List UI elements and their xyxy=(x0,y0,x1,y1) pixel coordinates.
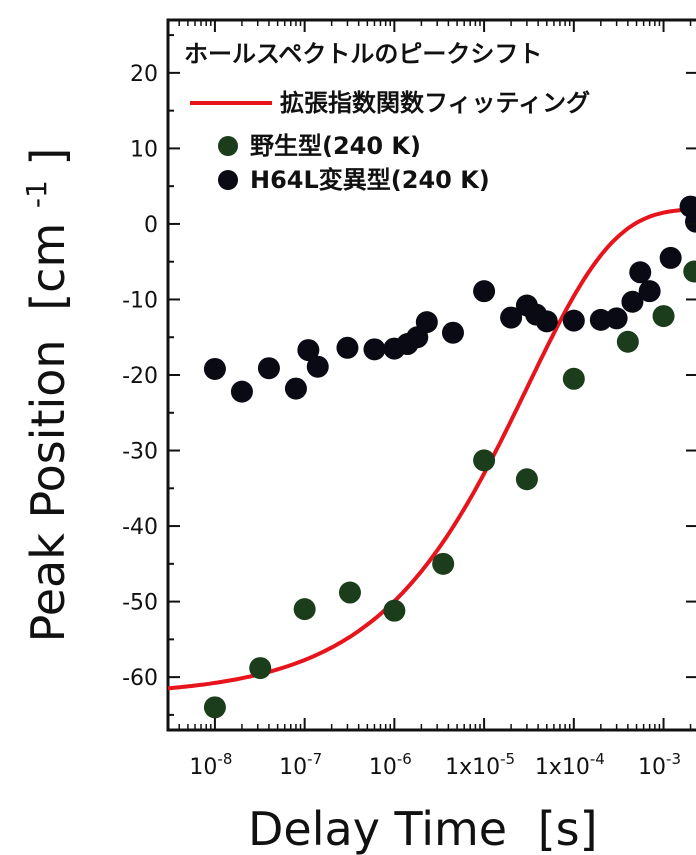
y-tick-label: 10 xyxy=(130,137,158,162)
plot-frame xyxy=(166,18,696,732)
mutant-point xyxy=(685,210,696,233)
y-tick-label: 20 xyxy=(130,62,158,87)
y-tick-label: -50 xyxy=(122,591,158,616)
mutant-point xyxy=(629,261,652,284)
x-tick-label: 10-3 xyxy=(638,750,681,780)
mutant-point xyxy=(284,377,307,400)
y-tick-label: -40 xyxy=(122,515,158,540)
mutant-point xyxy=(336,336,359,359)
x-axis-label: Delay Time [s] xyxy=(248,802,598,855)
y-tick-label: -20 xyxy=(122,364,158,389)
wild-type-point xyxy=(338,581,361,604)
mutant-point xyxy=(203,357,226,380)
x-tick-label: 10-6 xyxy=(369,750,412,780)
y-axis-unit-close: ] xyxy=(21,148,75,166)
legend-mutant-swatch xyxy=(218,170,238,190)
y-axis-title: Peak Position xyxy=(21,339,75,642)
legend-mutant-label: H64L変異型(240 K) xyxy=(250,166,490,194)
plot-area xyxy=(166,18,696,732)
y-tick-label: -30 xyxy=(122,440,158,465)
mutant-point xyxy=(638,280,661,303)
wild-type-point xyxy=(616,330,639,353)
legend-fit-label: 拡張指数関数フィッティング xyxy=(280,89,590,117)
axis-ticks-layer: 20 10 0 -10 -20 -30 -40 -50 -60 10-8 10-7 10-6 1x10-… xyxy=(122,20,696,780)
mutant-point xyxy=(562,309,585,332)
mutant-point xyxy=(415,311,438,334)
legend-wild-label: 野生型(240 K) xyxy=(250,132,421,160)
mutant-point xyxy=(230,380,253,403)
wild-type-point xyxy=(652,305,675,328)
x-tick-label: 10-8 xyxy=(189,750,232,780)
wild-type-point xyxy=(203,696,226,719)
wild-type-point xyxy=(473,449,496,472)
legend-wild-swatch xyxy=(218,136,238,156)
y-tick-label: -60 xyxy=(122,666,158,691)
mutant-point xyxy=(535,310,558,333)
data-points-layer xyxy=(203,195,696,719)
wild-type-point xyxy=(683,260,696,283)
wild-type-point xyxy=(293,598,316,621)
mutant-point xyxy=(659,246,682,269)
mutant-point xyxy=(500,306,523,329)
wild-type-point xyxy=(562,367,585,390)
mutant-point xyxy=(306,355,329,378)
mutant-point xyxy=(473,280,496,303)
y-axis-unit-exponent: -1 xyxy=(20,180,53,208)
fit-curve-layer xyxy=(167,207,696,691)
mutant-point xyxy=(589,308,612,331)
wild-type-point xyxy=(515,468,538,491)
y-tick-label: -10 xyxy=(122,288,158,313)
legend-title: ホールスペクトルのピークシフト xyxy=(184,40,542,68)
y-tick-label: 0 xyxy=(144,213,158,238)
x-axis-title: Delay Time xyxy=(248,802,507,855)
mutant-point xyxy=(297,339,320,362)
mutant-point xyxy=(621,290,644,313)
y-axis-label: Peak Position [cm -1 ] xyxy=(3,148,75,643)
x-tick-label: 1x10-5 xyxy=(445,750,515,780)
legend: ホールスペクトルのピークシフト 拡張指数関数フィッティング 野生型(240 K)… xyxy=(184,40,590,194)
wild-type-point xyxy=(249,657,272,680)
x-axis-unit: [s] xyxy=(538,802,598,855)
wild-type-point xyxy=(383,599,406,622)
mutant-point xyxy=(441,321,464,344)
x-tick-label: 1x10-4 xyxy=(535,750,605,780)
x-tick-label: 10-7 xyxy=(279,750,322,780)
y-axis-unit: [cm xyxy=(21,223,75,311)
mutant-point xyxy=(363,338,386,361)
wild-type-point xyxy=(432,552,455,575)
fit-curve xyxy=(167,207,696,691)
mutant-point xyxy=(605,307,628,330)
mutant-point xyxy=(257,357,280,380)
